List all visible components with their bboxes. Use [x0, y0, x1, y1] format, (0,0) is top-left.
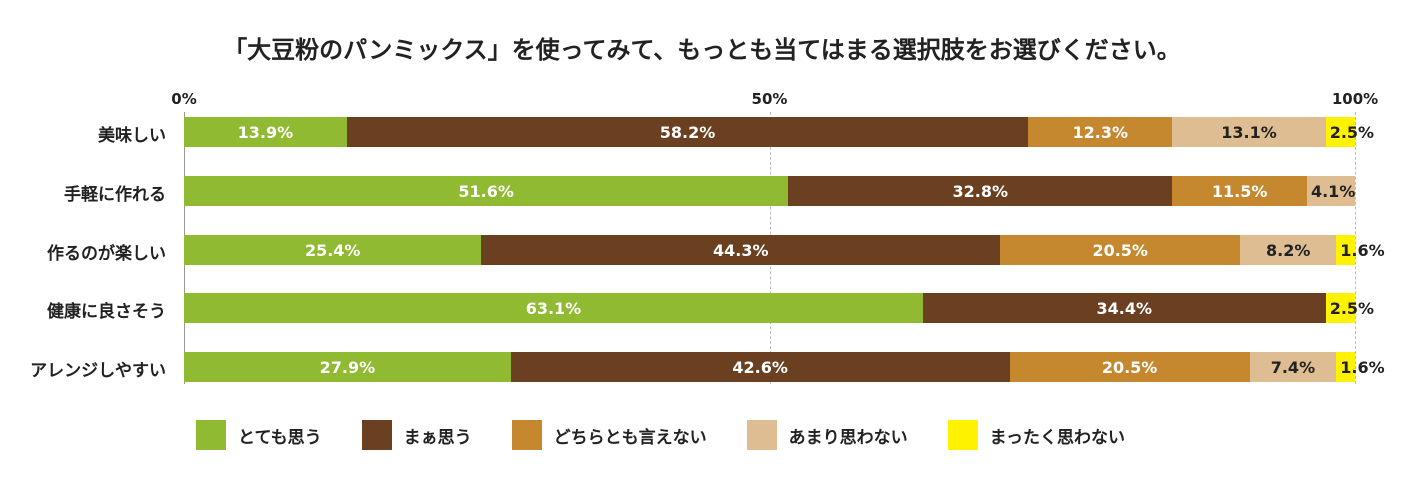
data-label: 1.6% [1340, 240, 1385, 260]
data-label: 63.1% [525, 298, 582, 318]
legend-label: とても思う [238, 427, 322, 448]
bar-segment: 7.4% [1249, 352, 1337, 382]
bar-segment: 1.6% [1336, 235, 1385, 265]
stacked-bar: 51.6% 32.8% 11.5% 4.1% [184, 176, 1355, 206]
data-label: 13.1% [1221, 122, 1277, 142]
data-label: 44.3% [713, 240, 769, 260]
stacked-bar: 63.1% 34.4% 2.5% [184, 293, 1374, 323]
data-label: 4.1% [1310, 181, 1356, 201]
legend-item: あまり思わない [746, 420, 908, 450]
data-label: 7.4% [1270, 357, 1316, 377]
bar-segment: 51.6% [184, 176, 789, 206]
stacked-bar: 25.4% 44.3% 20.5% 8.2% 1.6% [184, 235, 1385, 265]
bar-segment: 8.2% [1240, 235, 1337, 265]
chart-title: 「大豆粉のパンミックス」を使ってみて、もっとも当てはまる選択肢をお選びください。 [223, 36, 1181, 64]
x-tick-label: 50% [751, 90, 788, 108]
bar-segment: 13.1% [1172, 117, 1326, 147]
data-label: 27.9% [319, 357, 376, 377]
bar-segment: 63.1% [184, 293, 923, 323]
legend-swatch [746, 420, 777, 450]
category-label: 手軽に作れる [64, 185, 166, 205]
category-label: 美味しい [98, 126, 166, 146]
category-label: 作るのが楽しい [47, 244, 166, 264]
legend-label: まったく思わない [989, 427, 1125, 448]
bar-segment: 42.6% [510, 352, 1010, 382]
bar-segment: 25.4% [184, 235, 482, 265]
bar-segment: 32.8% [788, 176, 1173, 206]
bar-segment: 27.9% [184, 352, 511, 382]
legend-item: まぁ思う [361, 420, 472, 450]
legend-item: どちらとも言えない [511, 420, 707, 450]
bar-segment: 11.5% [1172, 176, 1307, 206]
bar-segment: 2.5% [1325, 293, 1374, 323]
legend-swatch [511, 420, 542, 450]
bar-segment: 2.5% [1325, 117, 1374, 147]
gridline [1355, 112, 1356, 384]
data-label: 8.2% [1266, 240, 1311, 260]
stacked-bar: 27.9% 42.6% 20.5% 7.4% 1.6% [184, 352, 1385, 382]
data-label: 13.9% [237, 122, 294, 142]
bar-segment: 20.5% [1000, 235, 1241, 265]
x-tick-label: 0% [171, 90, 197, 108]
bar-segment: 34.4% [922, 293, 1326, 323]
data-label: 2.5% [1329, 122, 1375, 142]
legend-label: あまり思わない [788, 427, 908, 448]
bar-segment: 58.2% [346, 117, 1029, 147]
category-label: 健康に良さそう [47, 302, 166, 322]
data-label: 32.8% [952, 181, 1009, 201]
data-label: 25.4% [304, 240, 361, 260]
bar-segment: 1.6% [1336, 352, 1385, 382]
data-label: 20.5% [1101, 357, 1158, 377]
bar-segment: 13.9% [184, 117, 347, 147]
bar-segment: 4.1% [1306, 176, 1356, 206]
data-label: 1.6% [1340, 357, 1385, 377]
legend-swatch [947, 420, 978, 450]
stacked-bar: 13.9% 58.2% 12.3% 13.1% 2.5% [184, 117, 1374, 147]
legend-label: どちらとも言えない [553, 427, 707, 448]
data-label: 12.3% [1072, 122, 1129, 142]
data-label: 2.5% [1329, 298, 1375, 318]
legend: とても思う まぁ思う どちらとも言えない あまり思わない まったく思わない [196, 420, 1165, 450]
data-label: 51.6% [458, 181, 514, 201]
legend-label: まぁ思う [403, 427, 472, 448]
data-label: 42.6% [732, 357, 788, 377]
data-label: 11.5% [1211, 181, 1268, 201]
category-label: アレンジしやすい [30, 361, 166, 381]
data-label: 34.4% [1096, 298, 1153, 318]
data-label: 20.5% [1092, 240, 1148, 260]
legend-item: とても思う [196, 420, 322, 450]
x-tick-label: 100% [1331, 90, 1379, 108]
bar-segment: 12.3% [1028, 117, 1173, 147]
bar-segment: 20.5% [1009, 352, 1250, 382]
bar-segment: 44.3% [481, 235, 1001, 265]
data-label: 58.2% [659, 122, 716, 142]
legend-item: まったく思わない [947, 420, 1125, 450]
legend-swatch [361, 420, 392, 450]
legend-swatch [196, 420, 226, 450]
